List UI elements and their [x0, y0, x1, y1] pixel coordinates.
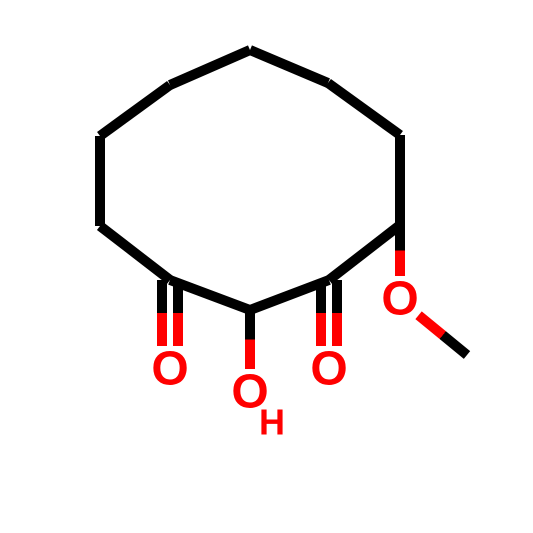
atom-Od2: O: [310, 343, 347, 396]
atom-Oe: O: [381, 273, 418, 326]
atom-H-oh: H: [259, 402, 285, 443]
atom-Od1: O: [151, 343, 188, 396]
molecule-diagram: OOOOH: [0, 0, 533, 533]
